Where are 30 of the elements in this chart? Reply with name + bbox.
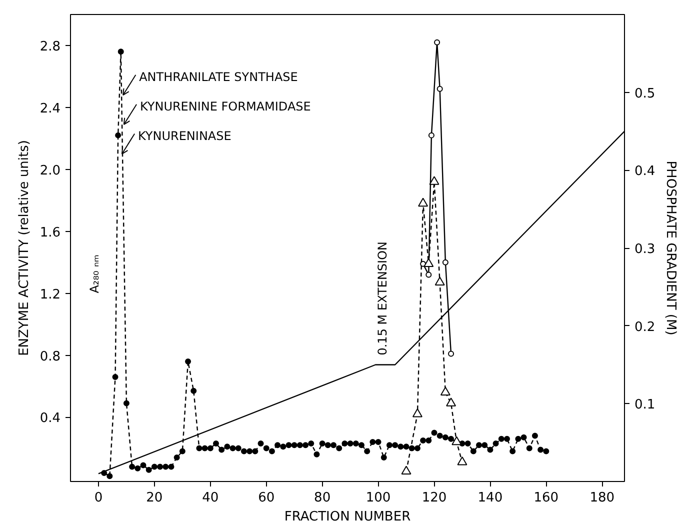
y2-tick-label: 0.4	[634, 164, 656, 180]
annotation: KYNURENINASE	[138, 128, 232, 143]
y-tick-label: 0.8	[40, 349, 61, 364]
y-tick-label: 0.4	[40, 411, 61, 426]
x-tick-label: 0	[94, 490, 103, 506]
y2-tick-label: 0.5	[634, 86, 656, 102]
y-tick-label: 2.0	[40, 163, 61, 178]
y2-tick-label: 0.1	[634, 398, 656, 413]
y2-axis-title: PHOSPHATE GRADIENT (M)	[663, 160, 678, 336]
x-tick-label: 160	[534, 490, 559, 506]
y-tick-label: 1.6	[40, 225, 61, 240]
x-axis-title: FRACTION NUMBER	[284, 510, 411, 524]
annotation: KYNURENINE FORMAMIDASE	[140, 99, 311, 114]
x-tick-label: 180	[590, 490, 615, 506]
y-axis-title: ENZYME ACTIVITY (relative units)	[16, 140, 32, 356]
annotation: 0.15 M EXTENSION	[375, 241, 390, 356]
annotation: ANTHRANILATE SYNTHASE	[139, 70, 298, 84]
y2-tick-label: 0.2	[634, 320, 656, 335]
x-tick-label: 100	[366, 490, 391, 506]
x-tick-label: 20	[146, 490, 163, 506]
y-tick-label: 1.2	[40, 287, 61, 302]
y-tick-label: 2.4	[40, 101, 61, 116]
x-tick-label: 40	[202, 490, 219, 506]
annotation: A₂₈₀ ₙₘ	[87, 254, 102, 294]
x-tick-label: 140	[478, 490, 503, 506]
x-tick-label: 120	[422, 490, 447, 506]
y-tick-label: 2.8	[40, 39, 61, 54]
y2-tick-label: 0.3	[634, 242, 656, 257]
x-tick-label: 80	[314, 490, 331, 506]
x-tick-label: 60	[258, 490, 275, 506]
